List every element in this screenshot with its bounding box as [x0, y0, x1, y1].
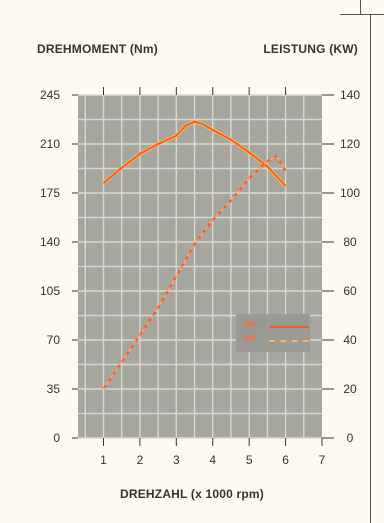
x-tick-label: 2 — [137, 453, 144, 467]
corner-mark — [360, 0, 361, 14]
y-right-tick-label: 140 — [340, 88, 360, 102]
y-left-tick-label: 0 — [53, 431, 60, 445]
legend-label-kw: kW — [244, 334, 256, 343]
y-left-tick-label: 245 — [40, 88, 60, 102]
y-left-tick-label: 35 — [47, 382, 61, 396]
y-left-tick-label: 70 — [47, 333, 61, 347]
legend-item-nm: Nm — [244, 320, 309, 334]
corner-mark-horizontal — [340, 14, 384, 15]
x-tick-label: 4 — [209, 453, 216, 467]
legend-item-kw: kW — [244, 334, 309, 348]
x-tick-label: 7 — [319, 453, 326, 467]
y-right-tick-label: 80 — [343, 235, 357, 249]
y-right-tick-label: 0 — [347, 431, 354, 445]
y-left-tick-label: 210 — [40, 137, 60, 151]
legend-swatch-nm — [269, 326, 309, 328]
y-left-tick-label: 105 — [40, 284, 60, 298]
legend-swatch-kw — [269, 340, 309, 342]
page-frame — [0, 14, 371, 523]
y-right-tick-label: 100 — [340, 186, 360, 200]
y-left-tick-label: 140 — [40, 235, 60, 249]
y-right-tick-label: 20 — [343, 382, 357, 396]
legend-label-nm: Nm — [244, 320, 257, 329]
left-axis-title: DREHMOMENT (Nm) — [37, 42, 158, 56]
x-tick-label: 5 — [246, 453, 253, 467]
x-tick-label: 1 — [100, 453, 107, 467]
series-kw-line — [102, 154, 287, 390]
x-tick-label: 6 — [282, 453, 289, 467]
y-right-tick-label: 120 — [340, 137, 360, 151]
y-left-tick-label: 175 — [40, 186, 60, 200]
y-right-tick-label: 40 — [343, 333, 357, 347]
legend: Nm kW — [236, 314, 310, 352]
x-axis-title: DREHZAHL (x 1000 rpm) — [119, 487, 264, 501]
series-nm-line — [102, 120, 287, 187]
right-axis-title: LEISTUNG (KW) — [263, 42, 358, 56]
y-right-tick-label: 60 — [343, 284, 357, 298]
x-tick-label: 3 — [173, 453, 180, 467]
